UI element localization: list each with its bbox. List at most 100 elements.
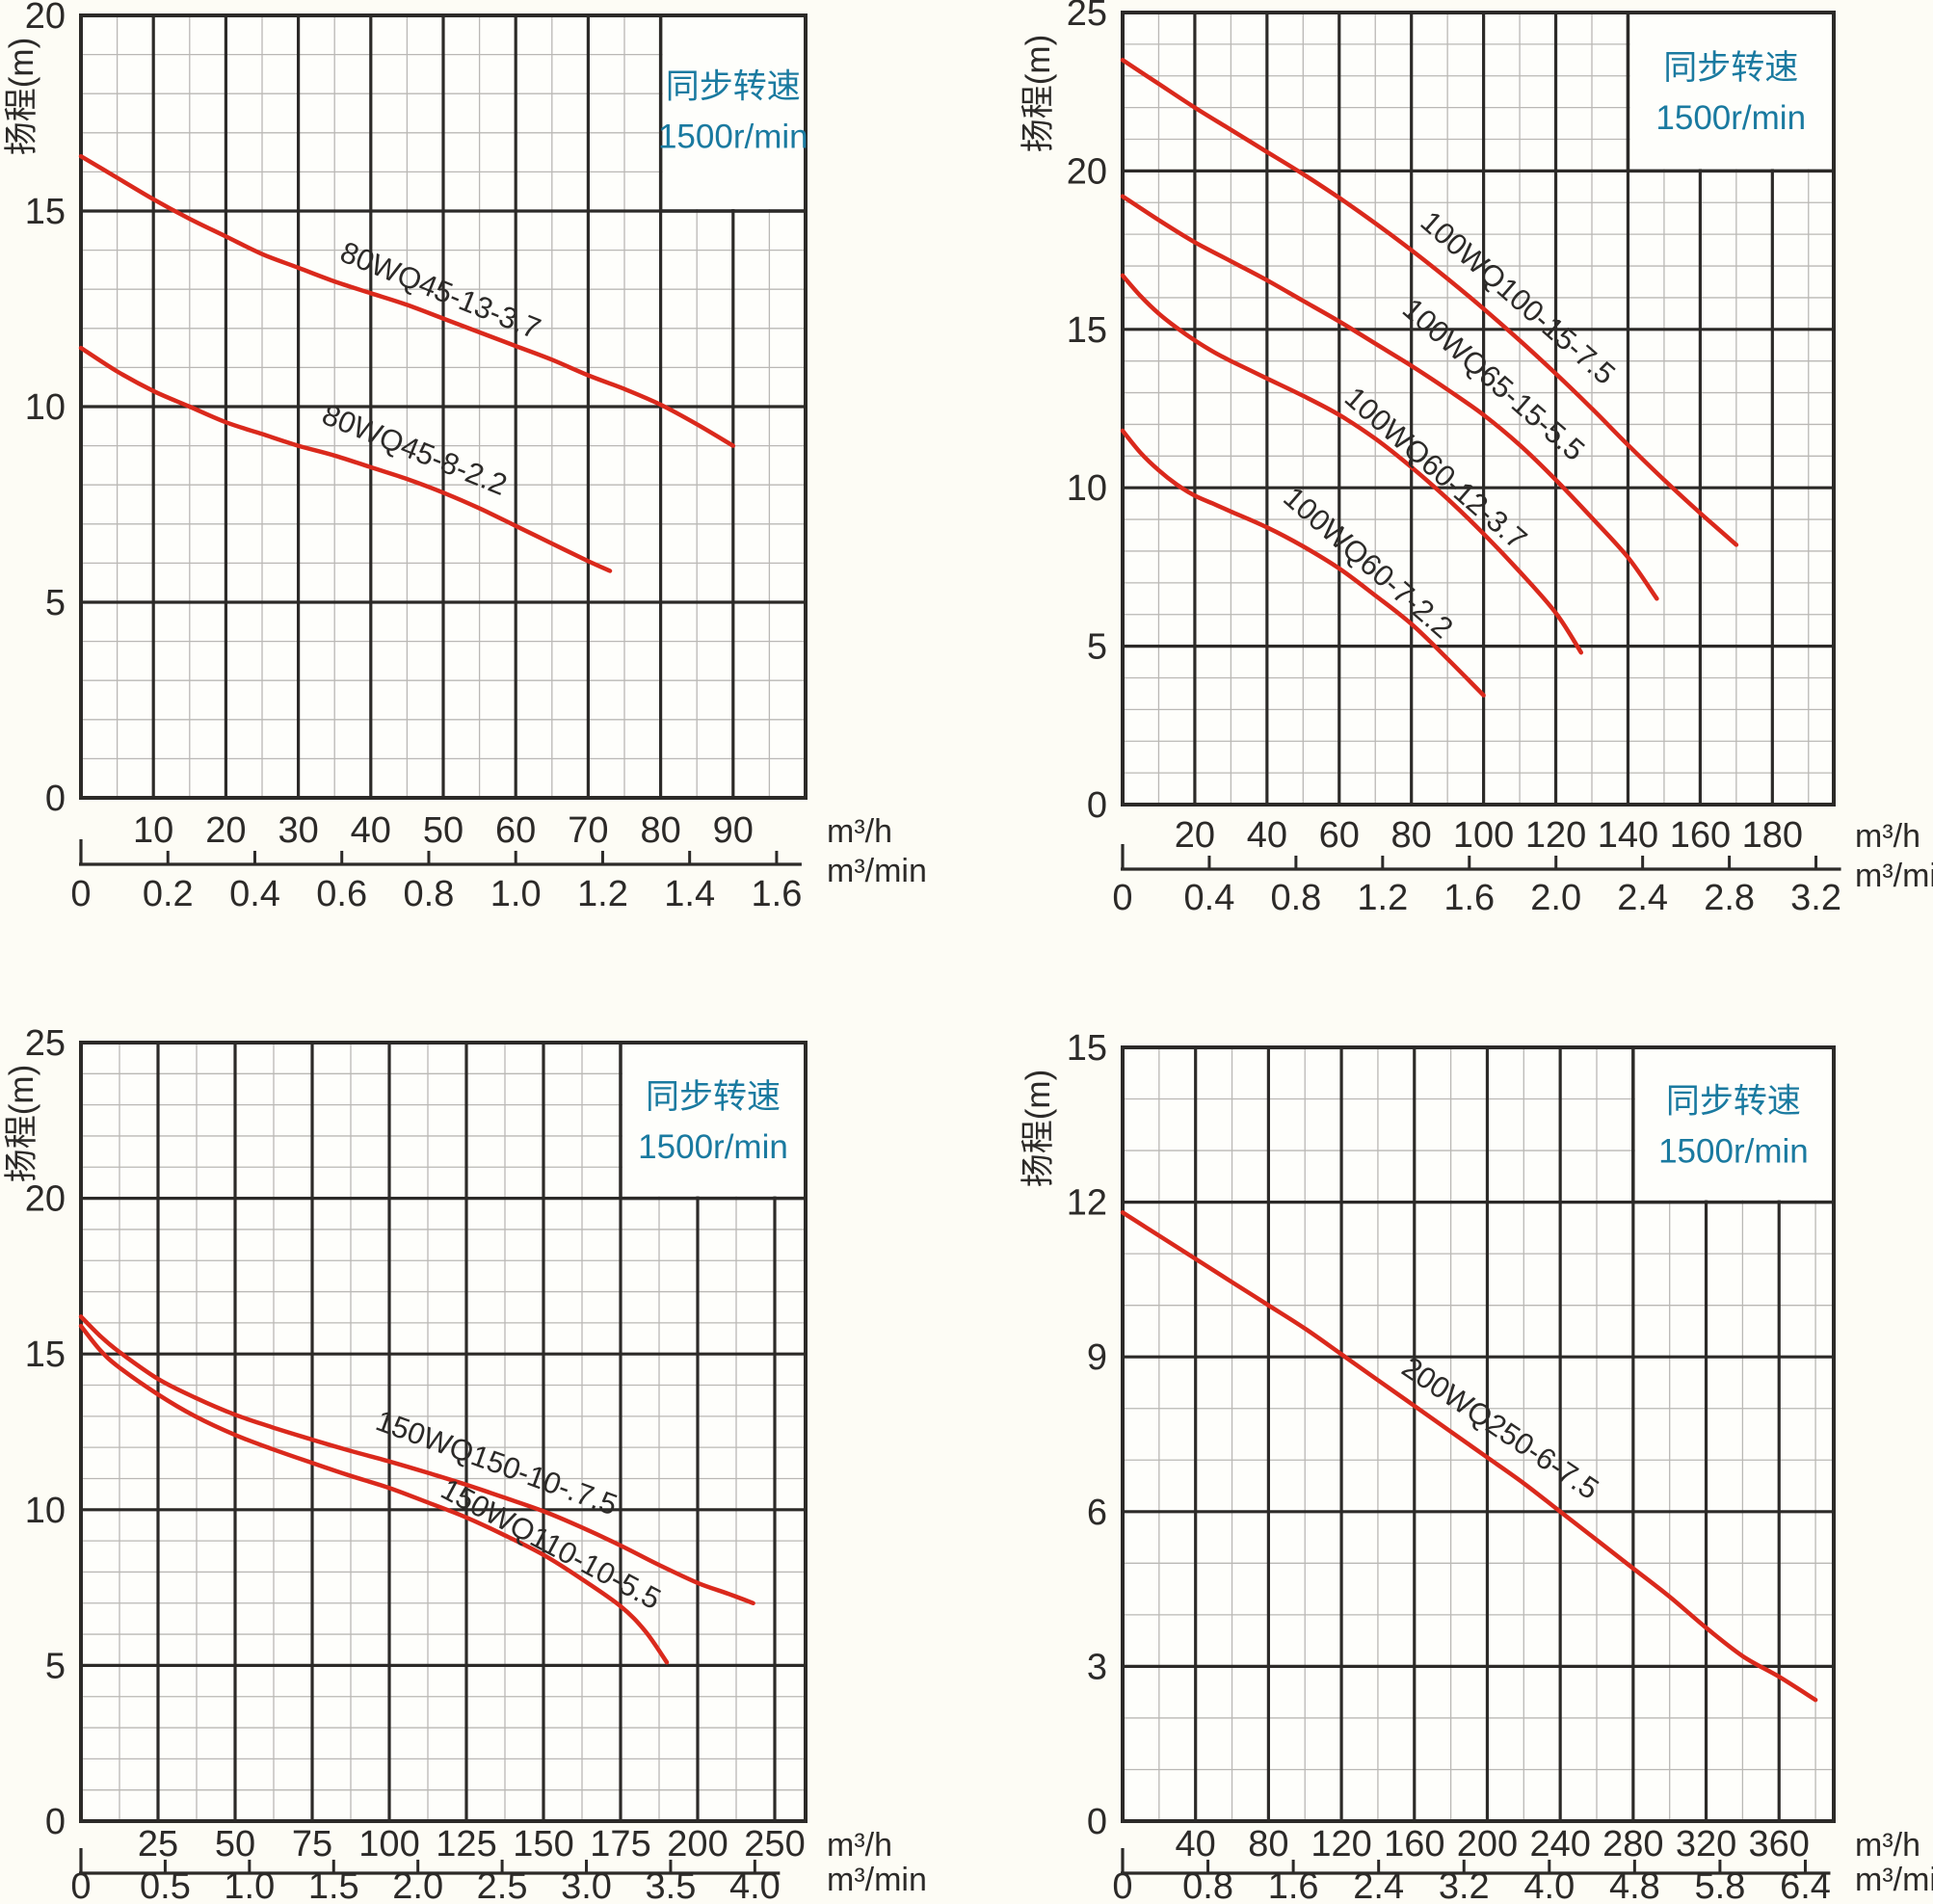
curve-150WQ110-10-5.5: [78, 1323, 670, 1665]
x-tick-120: 120: [1525, 815, 1586, 856]
mpm-tick-1.4: 1.4: [664, 874, 715, 914]
x-tick-280: 280: [1602, 1824, 1663, 1864]
note-speed-title: 同步转速: [646, 1078, 781, 1116]
x-tick-80: 80: [640, 810, 680, 851]
x-tick-100: 100: [358, 1824, 419, 1864]
note-speed-value: 1500r/min: [638, 1128, 788, 1166]
grid-minor: [1123, 13, 1834, 805]
x-tick-90: 90: [713, 810, 754, 851]
grid-minor: [81, 1043, 806, 1821]
y-tick-5: 5: [45, 583, 66, 623]
note-box-100WQ: 同步转速 1500r/min: [1626, 13, 1834, 173]
mpm-tick-4.0: 4.0: [729, 1866, 781, 1904]
x-tick-120: 120: [1311, 1824, 1371, 1864]
x-axis-m3min: 0 0.5 1.0 1.5 2.0 2.5 3.0 3.5 4.0: [70, 1848, 781, 1904]
curve-80WQ45-8-2.2: [78, 345, 613, 573]
mpm-tick-0.4: 0.4: [229, 874, 280, 914]
y-tick-5: 5: [45, 1646, 66, 1686]
y-tick-10: 10: [1067, 468, 1107, 509]
chart-svg-200WQ250: 同步转速1500r/min200WQ250-6-7.503691215扬程(m)…: [1019, 1028, 1933, 1904]
y-axis-ticks: 0 5 10 15 20: [25, 0, 66, 819]
x-tick-80: 80: [1248, 1824, 1288, 1864]
y-tick-15: 15: [25, 1335, 66, 1375]
mpm-tick-0.2: 0.2: [143, 874, 194, 914]
y-tick-0: 0: [1087, 1802, 1107, 1842]
mpm-tick-3.5: 3.5: [646, 1866, 697, 1904]
y-tick-20: 20: [1067, 151, 1107, 192]
x-tick-30: 30: [278, 810, 318, 851]
y-tick-0: 0: [1087, 785, 1107, 826]
y-tick-9: 9: [1087, 1337, 1107, 1378]
mpm-tick-2.0: 2.0: [392, 1866, 443, 1904]
note-speed-title: 同步转速: [666, 67, 801, 105]
unit-m3h: m³/h: [827, 813, 892, 850]
note-speed-value: 1500r/min: [658, 118, 808, 155]
y-axis-title: 扬程(m): [1019, 1070, 1057, 1187]
mpm-tick-1.6: 1.6: [752, 874, 803, 914]
y-tick-15: 15: [1067, 1028, 1107, 1069]
unit-m3h: m³/h: [1855, 818, 1920, 855]
x-tick-80: 80: [1391, 815, 1432, 856]
y-axis-title: 扬程(m): [1019, 35, 1057, 152]
y-tick-25: 25: [1067, 0, 1107, 34]
x-tick-50: 50: [423, 810, 463, 851]
y-tick-5: 5: [1087, 627, 1107, 668]
x-tick-40: 40: [1176, 1824, 1216, 1864]
curve-100WQ60-12-3.7: [1120, 273, 1584, 655]
y-axis-ticks: 0 5 10 15 20 25: [25, 1023, 66, 1842]
x-tick-200: 200: [667, 1824, 728, 1864]
unit-m3min: m³/min: [827, 1862, 927, 1898]
chart-svg-80WQ45: 同步转速1500r/min80WQ45-13-3.780WQ45-8-2.205…: [3, 0, 927, 914]
mpm-tick-5.8: 5.8: [1695, 1866, 1746, 1904]
mpm-tick-3.2: 3.2: [1790, 878, 1841, 918]
mpm-tick-1.6: 1.6: [1443, 878, 1495, 918]
curve-100WQ60-7-2.2: [1120, 428, 1486, 698]
x-tick-150: 150: [513, 1824, 573, 1864]
x-axis-ticks-m3h: 20 40 60 80 100 120 140 160 180: [1175, 815, 1803, 856]
mpm-tick-4.8: 4.8: [1609, 1866, 1660, 1904]
unit-m3min: m³/min: [1855, 1862, 1933, 1898]
plot-border: [1121, 1045, 1836, 1823]
note-box-150WQ: 同步转速 1500r/min: [619, 1043, 806, 1201]
chart-150WQ: 同步转速 1500r/min 150WQ150-10-.7.5 150WQ110-10…: [0, 1018, 966, 1904]
chart-80WQ45: 同步转速 1500r/min 80WQ45-13-3.7 80WQ45-8-2.2 0 5…: [0, 0, 966, 949]
curve-200WQ250-6-7.5: [1120, 1210, 1818, 1703]
x-tick-10: 10: [133, 810, 173, 851]
x-tick-240: 240: [1529, 1824, 1590, 1864]
x-tick-320: 320: [1676, 1824, 1736, 1864]
y-tick-25: 25: [25, 1023, 66, 1064]
y-tick-6: 6: [1087, 1493, 1107, 1533]
note-speed-title: 同步转速: [1663, 49, 1798, 87]
mpm-tick-1.6: 1.6: [1268, 1866, 1319, 1904]
x-axis-ticks-m3h: 40 80 120 160 200 240 280 320 360: [1176, 1824, 1810, 1864]
note-speed-value: 1500r/min: [1658, 1132, 1809, 1170]
note-speed-value: 1500r/min: [1655, 99, 1806, 137]
mpm-tick-0.8: 0.8: [1182, 1866, 1233, 1904]
mpm-tick-2.0: 2.0: [1530, 878, 1581, 918]
curve-80WQ45-13-3.7: [78, 153, 736, 448]
y-axis-title: 扬程(m): [3, 38, 40, 155]
x-tick-70: 70: [568, 810, 608, 851]
mpm-tick-3.0: 3.0: [561, 1866, 612, 1904]
x-tick-250: 250: [744, 1824, 805, 1864]
mpm-tick-2.4: 2.4: [1617, 878, 1668, 918]
x-tick-180: 180: [1742, 815, 1803, 856]
chart-svg-100WQ: 同步转速1500r/min100WQ100-15-7.5100WQ65-15-5…: [1019, 0, 1933, 918]
plot-border: [79, 13, 808, 800]
unit-m3min: m³/min: [1855, 858, 1933, 894]
mpm-tick-2.5: 2.5: [477, 1866, 528, 1904]
y-tick-15: 15: [25, 192, 66, 232]
x-tick-160: 160: [1670, 815, 1731, 856]
y-tick-0: 0: [45, 779, 66, 819]
x-tick-40: 40: [351, 810, 391, 851]
mpm-tick-1.2: 1.2: [1357, 878, 1408, 918]
x-tick-200: 200: [1457, 1824, 1518, 1864]
x-axis-ticks-m3h: 10 20 30 40 50 60 70 80 90: [133, 810, 754, 851]
plot-border: [1121, 11, 1836, 807]
x-tick-100: 100: [1453, 815, 1514, 856]
mpm-tick-0: 0: [70, 874, 91, 914]
unit-m3h: m³/h: [1855, 1827, 1920, 1864]
x-tick-60: 60: [1319, 815, 1360, 856]
x-axis-m3min: 0 0.4 0.8 1.2 1.6 2.0 2.4 2.8 3.2: [1112, 844, 1841, 918]
